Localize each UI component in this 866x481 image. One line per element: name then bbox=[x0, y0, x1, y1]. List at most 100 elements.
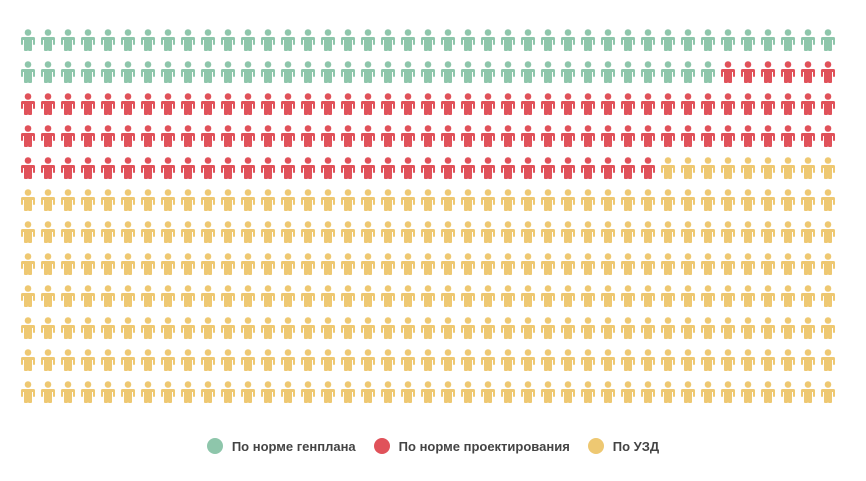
person-icon bbox=[321, 221, 335, 243]
person-icon bbox=[341, 157, 355, 179]
person-icon bbox=[141, 317, 155, 339]
person-icon bbox=[761, 29, 775, 51]
person-icon bbox=[701, 189, 715, 211]
person-icon bbox=[321, 93, 335, 115]
person-icon bbox=[501, 285, 515, 307]
person-icon bbox=[761, 189, 775, 211]
person-icon bbox=[641, 29, 655, 51]
person-icon bbox=[741, 61, 755, 83]
person-icon bbox=[161, 29, 175, 51]
person-icon bbox=[181, 285, 195, 307]
person-icon bbox=[521, 253, 535, 275]
person-icon bbox=[121, 93, 135, 115]
person-icon bbox=[21, 61, 35, 83]
person-icon bbox=[81, 221, 95, 243]
person-icon bbox=[301, 221, 315, 243]
person-icon bbox=[201, 381, 215, 403]
person-icon bbox=[81, 189, 95, 211]
person-icon bbox=[121, 253, 135, 275]
person-icon bbox=[461, 29, 475, 51]
person-icon bbox=[61, 125, 75, 147]
person-icon bbox=[741, 29, 755, 51]
person-icon bbox=[241, 29, 255, 51]
person-icon bbox=[501, 61, 515, 83]
person-icon bbox=[401, 253, 415, 275]
person-icon bbox=[301, 285, 315, 307]
person-icon bbox=[681, 349, 695, 371]
legend-swatch bbox=[373, 438, 390, 454]
person-icon bbox=[641, 221, 655, 243]
person-icon bbox=[541, 253, 555, 275]
person-icon bbox=[821, 221, 835, 243]
person-icon bbox=[41, 61, 55, 83]
person-icon bbox=[821, 93, 835, 115]
person-icon bbox=[441, 93, 455, 115]
person-icon bbox=[461, 221, 475, 243]
person-icon bbox=[501, 317, 515, 339]
person-icon bbox=[741, 317, 755, 339]
person-icon bbox=[741, 349, 755, 371]
person-icon bbox=[141, 221, 155, 243]
person-icon bbox=[681, 285, 695, 307]
person-icon bbox=[181, 61, 195, 83]
person-icon bbox=[761, 61, 775, 83]
person-icon bbox=[701, 317, 715, 339]
person-icon bbox=[621, 125, 635, 147]
person-icon bbox=[641, 253, 655, 275]
person-icon bbox=[121, 189, 135, 211]
person-icon bbox=[241, 157, 255, 179]
person-icon bbox=[461, 189, 475, 211]
person-icon bbox=[521, 381, 535, 403]
person-icon bbox=[701, 157, 715, 179]
person-icon bbox=[21, 93, 35, 115]
person-icon bbox=[801, 189, 815, 211]
person-icon bbox=[521, 221, 535, 243]
person-icon bbox=[801, 157, 815, 179]
person-icon bbox=[601, 157, 615, 179]
person-icon bbox=[481, 253, 495, 275]
person-icon bbox=[301, 381, 315, 403]
person-icon bbox=[601, 221, 615, 243]
person-icon bbox=[721, 349, 735, 371]
person-icon bbox=[461, 157, 475, 179]
person-icon bbox=[61, 317, 75, 339]
person-icon bbox=[661, 29, 675, 51]
person-icon bbox=[81, 349, 95, 371]
person-icon bbox=[701, 221, 715, 243]
person-icon bbox=[821, 349, 835, 371]
person-icon bbox=[701, 61, 715, 83]
person-icon bbox=[801, 349, 815, 371]
person-icon bbox=[261, 221, 275, 243]
person-icon bbox=[421, 189, 435, 211]
person-icon bbox=[321, 157, 335, 179]
person-icon bbox=[601, 349, 615, 371]
person-icon bbox=[161, 349, 175, 371]
person-icon bbox=[21, 317, 35, 339]
person-icon bbox=[381, 381, 395, 403]
person-icon bbox=[501, 221, 515, 243]
person-icon bbox=[641, 61, 655, 83]
person-icon bbox=[61, 221, 75, 243]
person-icon bbox=[221, 125, 235, 147]
person-icon bbox=[741, 189, 755, 211]
person-icon bbox=[801, 61, 815, 83]
person-icon bbox=[161, 61, 175, 83]
person-icon bbox=[761, 93, 775, 115]
person-icon bbox=[81, 381, 95, 403]
person-icon bbox=[461, 349, 475, 371]
person-icon bbox=[621, 61, 635, 83]
person-icon bbox=[201, 221, 215, 243]
person-icon bbox=[161, 93, 175, 115]
person-icon bbox=[541, 285, 555, 307]
person-icon bbox=[661, 317, 675, 339]
person-icon bbox=[301, 253, 315, 275]
person-icon bbox=[241, 253, 255, 275]
person-icon bbox=[221, 93, 235, 115]
person-icon bbox=[21, 285, 35, 307]
person-icon bbox=[301, 125, 315, 147]
legend-label: По норме проектирования bbox=[398, 438, 570, 454]
person-icon bbox=[441, 381, 455, 403]
person-icon bbox=[281, 317, 295, 339]
legend-label: По норме генплана bbox=[231, 438, 356, 454]
person-icon bbox=[661, 189, 675, 211]
